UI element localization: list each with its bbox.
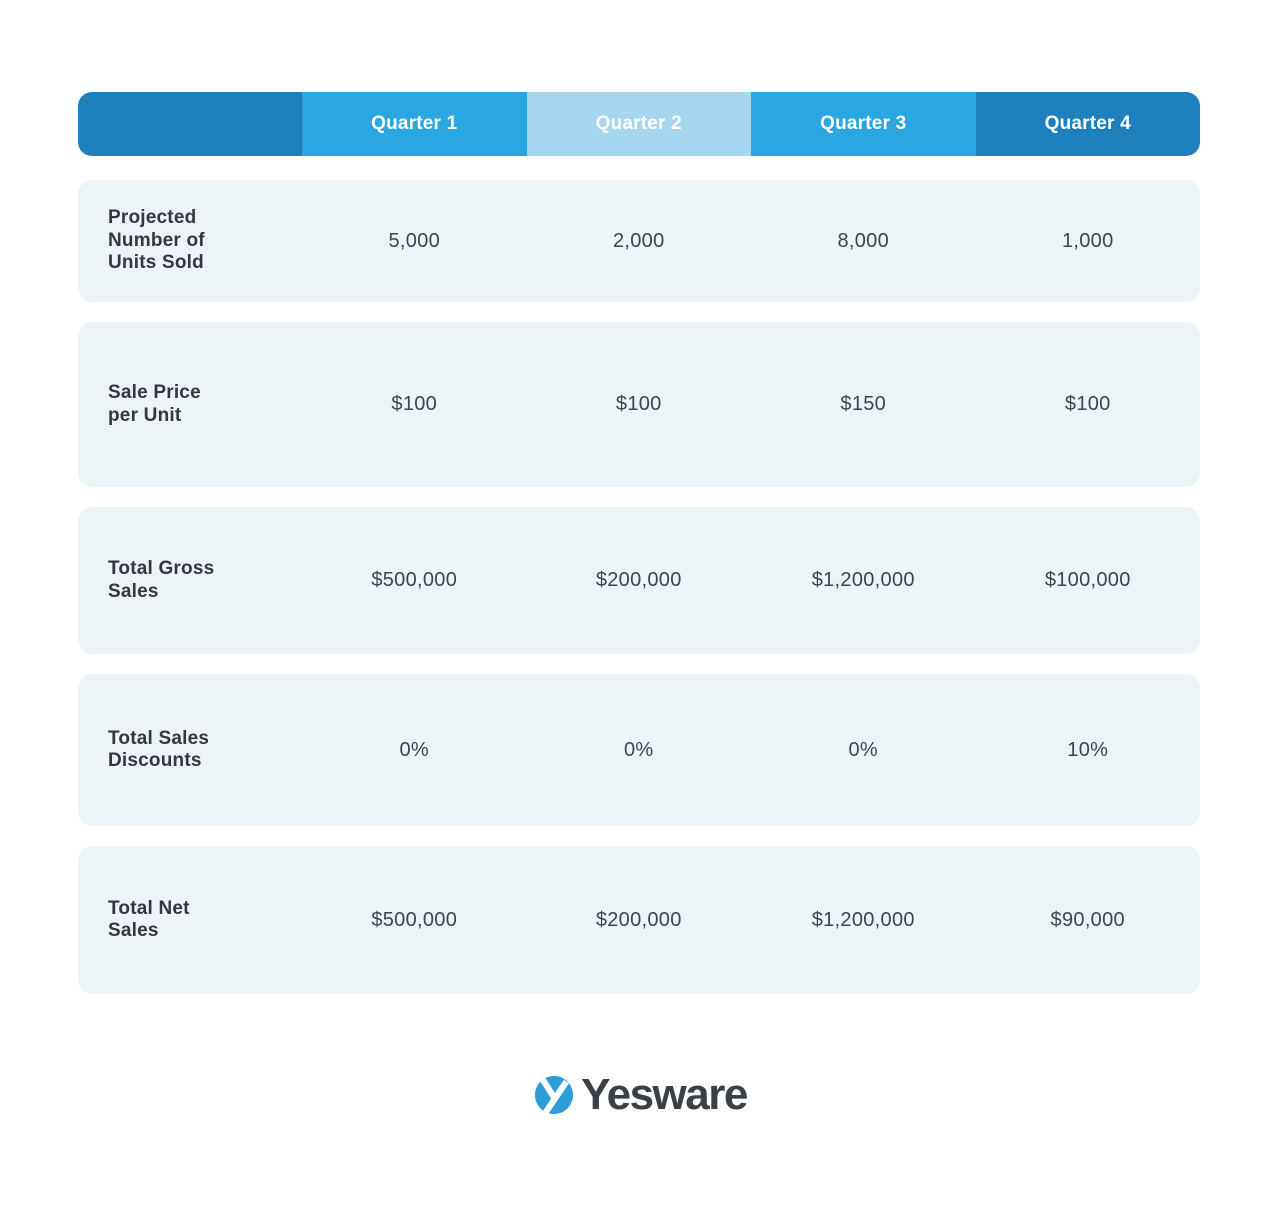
cell-value: $100	[615, 393, 662, 415]
table-row-sale-price: Sale Price per Unit $100 $100 $150 $100	[78, 322, 1200, 487]
table-row-sales-discounts: Total Sales Discounts 0% 0% 0% 10%	[78, 674, 1200, 826]
cell-value: 1,000	[1061, 229, 1114, 252]
row-label: Sale Price per Unit	[108, 382, 201, 426]
cell-value: 5,000	[388, 229, 441, 252]
cell-value: $500,000	[371, 908, 458, 931]
sales-projection-table: Quarter 1 Quarter 2 Quarter 3 Quarter 4 …	[78, 92, 1200, 994]
header-cell-quarter-1: Quarter 1	[302, 92, 527, 156]
cell-value: $200,000	[595, 569, 682, 591]
header-cell-quarter-3: Quarter 3	[751, 92, 976, 156]
cell-value: 0%	[623, 738, 654, 761]
row-label: Projected Number of Units Sold	[108, 207, 205, 274]
header-cell-empty	[78, 92, 302, 156]
cell-value: 0%	[399, 738, 429, 761]
cell-value: $100	[1064, 393, 1111, 415]
yesware-logo-text: Yesware	[581, 1070, 748, 1119]
header-cell-quarter-4: Quarter 4	[975, 92, 1200, 156]
cell-value: $500,000	[371, 569, 458, 591]
cell-value: 10%	[1067, 738, 1109, 761]
row-label: Total Sales Discounts	[108, 727, 210, 771]
cell-value: $100	[391, 393, 438, 415]
cell-value: $150	[840, 393, 887, 415]
cell-value: 0%	[848, 738, 878, 761]
cell-value: $1,200,000	[811, 569, 915, 591]
cell-value: $90,000	[1050, 908, 1125, 931]
cell-value: $200,000	[595, 908, 682, 931]
table-row-net-sales: Total Net Sales $500,000 $200,000 $1,200…	[78, 846, 1200, 994]
yesware-logo: Yesware	[0, 1070, 1280, 1120]
yesware-y-icon	[535, 1075, 574, 1116]
header-cell-quarter-2: Quarter 2	[526, 92, 751, 156]
cell-value: $100,000	[1044, 569, 1131, 591]
table-row-projected-units: Projected Number of Units Sold 5,000 2,0…	[78, 180, 1200, 302]
row-label: Total Net Sales	[108, 897, 190, 941]
cell-value: 2,000	[612, 229, 665, 252]
cell-value: 8,000	[837, 229, 890, 252]
cell-value: $1,200,000	[811, 908, 915, 931]
table-row-gross-sales: Total Gross Sales $500,000 $200,000 $1,2…	[78, 507, 1200, 654]
table-header-row: Quarter 1 Quarter 2 Quarter 3 Quarter 4	[78, 92, 1200, 156]
row-label: Total Gross Sales	[108, 558, 215, 602]
